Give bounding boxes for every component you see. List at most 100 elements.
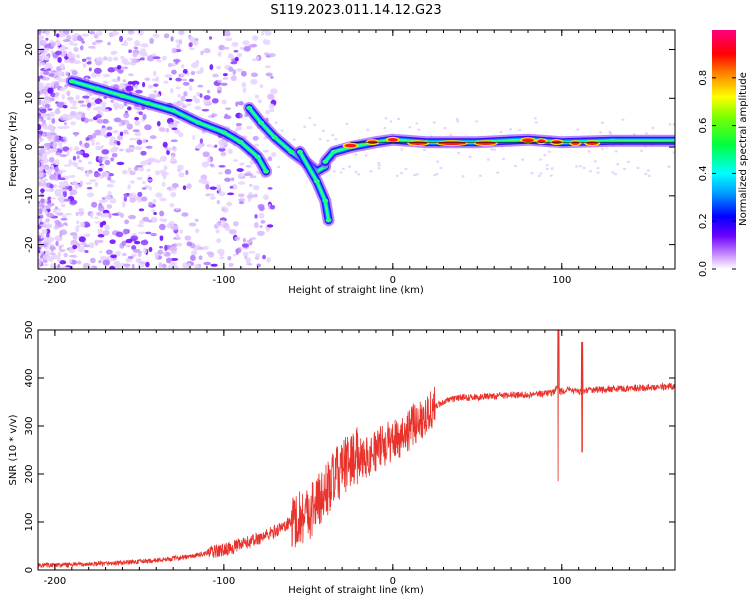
heatmap-noise-cell (224, 168, 232, 175)
heatmap-noise-cell (125, 257, 133, 263)
heatmap-noise-layer (38, 30, 675, 269)
heatmap-noise-cell (321, 129, 325, 133)
heatmap-noise-cell (159, 235, 164, 241)
heatmap-noise-cell (132, 129, 140, 132)
heatmap-noise-cell (152, 198, 157, 204)
heatmap-noise-cell (235, 122, 243, 127)
heatmap-noise-cell (262, 254, 266, 260)
heatmap-noise-cell (58, 188, 67, 192)
heatmap-noise-cell (227, 255, 232, 261)
heatmap-noise-cell (109, 239, 116, 245)
heatmap-noise-cell (95, 106, 103, 112)
heatmap-noise-cell (51, 164, 55, 171)
heatmap-noise-cell (119, 131, 124, 137)
heatmap-noise-cell (216, 199, 221, 205)
heatmap-noise-cell (105, 194, 112, 201)
spectrogram-y-axis-label: Frequency (Hz) (8, 111, 19, 187)
heatmap-noise-cell (55, 219, 60, 226)
heatmap-noise-cell (134, 131, 142, 137)
heatmap-noise-cell (94, 172, 101, 177)
heatmap-noise-cell (225, 107, 232, 111)
heatmap-noise-cell (175, 39, 181, 44)
heatmap-noise-cell (63, 198, 71, 202)
heatmap-noise-cell (121, 58, 129, 65)
heatmap-noise-cell (38, 54, 43, 61)
heatmap-noise-cell (230, 61, 238, 65)
heatmap-noise-cell (377, 161, 381, 165)
heatmap-noise-cell (109, 265, 116, 269)
heatmap-noise-cell (53, 184, 58, 188)
heatmap-noise-cell (88, 67, 92, 72)
heatmap-noise-cell (137, 30, 144, 36)
heatmap-noise-cell (238, 198, 246, 202)
heatmap-noise-cell (38, 171, 44, 178)
heatmap-noise-cell (549, 174, 553, 177)
heatmap-noise-cell (150, 232, 157, 237)
heatmap-noise-cell (228, 262, 234, 267)
heatmap-noise-cell (596, 171, 600, 174)
heatmap-noise-cell (111, 153, 118, 158)
heatmap-noise-cell (135, 89, 143, 94)
heatmap-noise-cell (121, 169, 128, 175)
heatmap-noise-cell (243, 45, 251, 52)
heatmap-noise-cell (72, 244, 78, 250)
heatmap-noise-cell (199, 93, 203, 98)
heatmap-noise-cell (143, 247, 147, 254)
heatmap-noise-cell (46, 212, 54, 218)
heatmap-noise-cell (81, 40, 85, 44)
heatmap-noise-cell (217, 51, 222, 57)
heatmap-noise-cell (140, 150, 147, 156)
heatmap-noise-cell (50, 42, 56, 47)
heatmap-noise-cell (169, 262, 178, 266)
heatmap-noise-cell (47, 196, 52, 200)
heatmap-noise-cell (97, 110, 102, 115)
heatmap-noise-cell (123, 193, 128, 199)
heatmap-noise-cell (180, 64, 185, 69)
heatmap-noise-cell (192, 40, 199, 46)
heatmap-noise-cell (56, 33, 60, 38)
heatmap-noise-cell (77, 111, 83, 115)
heatmap-noise-cell (199, 138, 204, 144)
heatmap-noise-cell (475, 120, 479, 123)
heatmap-noise-cell (175, 233, 180, 239)
heatmap-noise-cell (533, 117, 537, 120)
heatmap-ridge-blob (322, 159, 329, 164)
heatmap-noise-cell (171, 69, 177, 75)
heatmap-noise-cell (72, 42, 78, 47)
heatmap-noise-cell (147, 178, 153, 182)
heatmap-noise-cell (182, 69, 188, 74)
heatmap-noise-cell (292, 138, 296, 141)
heatmap-noise-cell (72, 155, 77, 161)
heatmap-noise-cell (264, 65, 271, 69)
heatmap-noise-cell (226, 201, 233, 207)
heatmap-ridge-blob (237, 140, 244, 145)
heatmap-noise-cell (268, 103, 275, 109)
heatmap-noise-cell (468, 155, 472, 159)
heatmap-noise-cell (268, 52, 276, 58)
heatmap-noise-cell (123, 39, 128, 46)
heatmap-noise-cell (43, 76, 50, 81)
heatmap-noise-cell (175, 77, 182, 82)
heatmap-noise-cell (534, 121, 538, 124)
heatmap-noise-cell (545, 167, 549, 171)
heatmap-noise-cell (262, 149, 270, 153)
heatmap-ridge-blob (271, 135, 278, 140)
heatmap-noise-cell (70, 174, 76, 178)
heatmap-noise-cell (211, 98, 219, 104)
heatmap-noise-cell (369, 170, 373, 173)
heatmap-noise-cell (232, 69, 237, 75)
heatmap-noise-cell (229, 185, 234, 189)
heatmap-noise-cell (271, 152, 277, 157)
heatmap-noise-cell (109, 148, 118, 153)
heatmap-noise-cell (72, 103, 77, 107)
heatmap-noise-cell (48, 73, 55, 77)
heatmap-noise-cell (38, 259, 42, 263)
heatmap-noise-cell (242, 87, 247, 94)
heatmap-noise-cell (171, 62, 177, 67)
heatmap-noise-cell (246, 125, 253, 130)
heatmap-noise-cell (461, 175, 465, 178)
heatmap-noise-cell (249, 237, 257, 240)
heatmap-noise-cell (49, 111, 56, 118)
colorbar-tick-label: 0.8 (698, 70, 709, 86)
heatmap-noise-cell (73, 146, 80, 151)
